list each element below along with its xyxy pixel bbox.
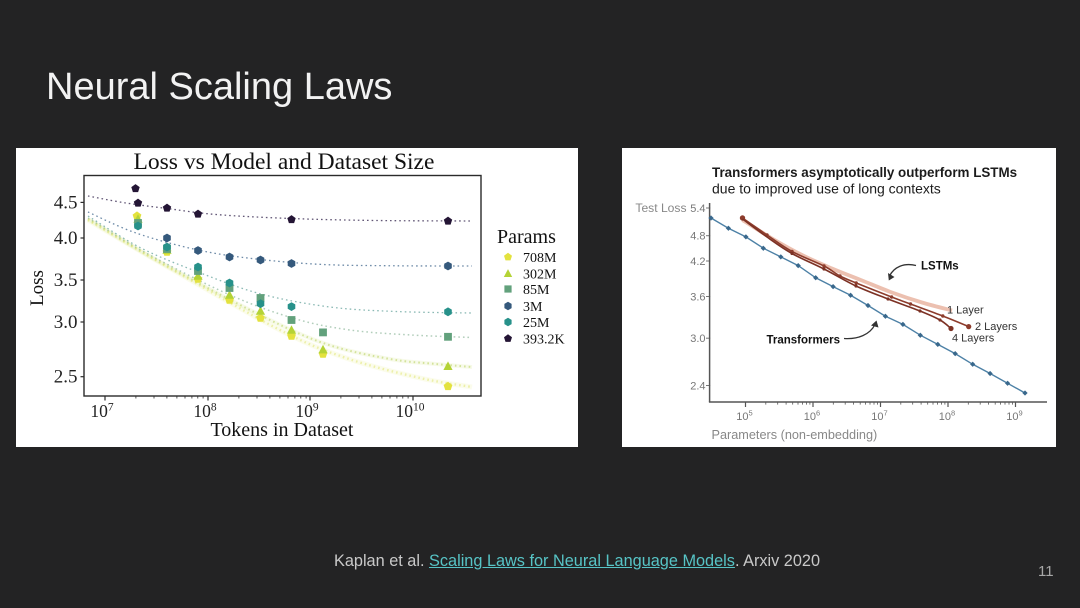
svg-text:2 Layers: 2 Layers <box>975 321 1018 333</box>
svg-text:4.5: 4.5 <box>54 192 78 213</box>
svg-text:4.2: 4.2 <box>690 256 705 268</box>
svg-text:302M: 302M <box>523 267 557 282</box>
svg-text:3.0: 3.0 <box>54 312 78 333</box>
svg-text:393.2K: 393.2K <box>523 332 565 347</box>
svg-text:3.5: 3.5 <box>54 270 78 291</box>
svg-text:due to improved use of long co: due to improved use of long contexts <box>712 181 941 197</box>
svg-text:3M: 3M <box>523 300 543 315</box>
svg-text:5.4: 5.4 <box>690 203 705 215</box>
svg-text:4 Layers: 4 Layers <box>952 333 995 345</box>
svg-text:Tokens in Dataset: Tokens in Dataset <box>210 419 353 441</box>
svg-text:1 Layer: 1 Layer <box>947 305 984 317</box>
svg-text:4.0: 4.0 <box>54 228 78 249</box>
svg-text:3.0: 3.0 <box>690 333 705 345</box>
svg-text:Test Loss: Test Loss <box>635 201 686 215</box>
svg-text:2.4: 2.4 <box>690 381 705 393</box>
svg-text:85M: 85M <box>523 283 550 298</box>
svg-text:3.6: 3.6 <box>690 292 705 304</box>
svg-text:Transformers: Transformers <box>767 335 841 347</box>
svg-text:25M: 25M <box>523 316 550 331</box>
svg-text:2.5: 2.5 <box>54 367 78 388</box>
svg-text:Params: Params <box>497 226 556 248</box>
svg-text:Parameters (non-embedding): Parameters (non-embedding) <box>712 428 878 442</box>
svg-text:708M: 708M <box>523 251 557 266</box>
svg-text:Transformers asymptotically ou: Transformers asymptotically outperform L… <box>712 165 1017 180</box>
svg-text:4.8: 4.8 <box>690 231 705 243</box>
svg-text:LSTMs: LSTMs <box>921 261 959 273</box>
svg-text:Loss vs Model and Dataset Size: Loss vs Model and Dataset Size <box>134 149 435 175</box>
svg-text:Loss: Loss <box>27 270 48 306</box>
